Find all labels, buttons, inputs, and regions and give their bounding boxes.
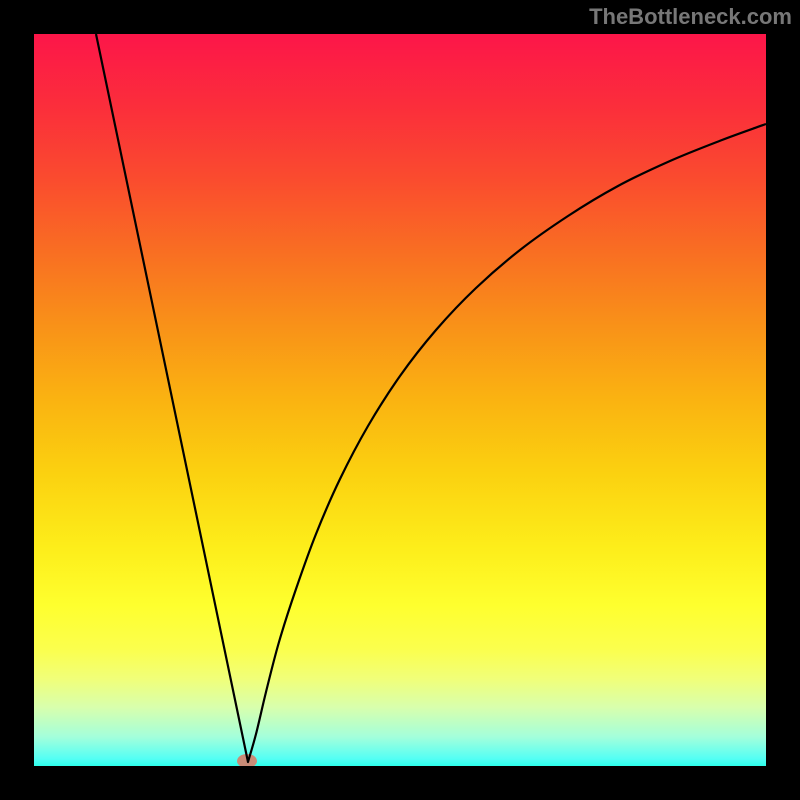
plot-area — [34, 34, 766, 766]
watermark-text: TheBottleneck.com — [589, 4, 792, 30]
gradient-background — [34, 34, 766, 766]
bottleneck-chart — [34, 34, 766, 766]
